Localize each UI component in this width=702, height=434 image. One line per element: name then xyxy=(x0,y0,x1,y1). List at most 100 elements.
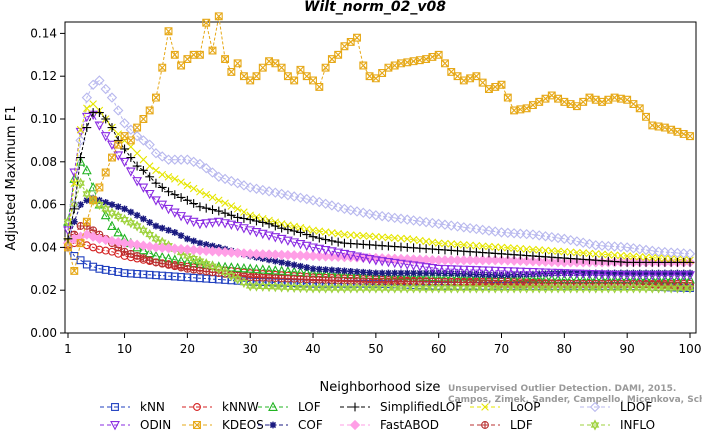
data-point xyxy=(452,221,463,232)
data-point xyxy=(114,140,123,149)
data-point xyxy=(202,18,211,27)
legend-item-ldof: LDOF xyxy=(580,400,652,414)
data-point xyxy=(371,282,381,294)
data-point xyxy=(565,269,576,279)
data-point xyxy=(81,112,92,123)
data-point xyxy=(69,168,80,178)
data-point xyxy=(333,237,343,247)
data-point xyxy=(177,61,186,70)
data-point xyxy=(252,273,261,282)
data-point xyxy=(571,269,582,279)
series-line xyxy=(67,160,690,280)
legend-item-knnw: kNNW xyxy=(182,400,259,414)
data-point xyxy=(410,269,417,277)
data-point xyxy=(534,282,544,294)
data-point xyxy=(125,238,137,250)
chart-title: Wilt_norm_02_v08 xyxy=(304,0,446,15)
data-point xyxy=(75,135,86,146)
data-point xyxy=(598,250,606,259)
data-point xyxy=(604,269,612,277)
data-point xyxy=(177,232,185,240)
data-point xyxy=(446,265,457,275)
legend-item-loop: LoOP xyxy=(470,400,541,414)
data-point xyxy=(397,269,405,277)
data-point xyxy=(629,282,638,294)
data-point xyxy=(433,218,444,230)
data-point xyxy=(95,199,104,211)
data-point xyxy=(680,269,688,277)
data-point xyxy=(515,228,526,239)
data-point xyxy=(271,281,280,293)
data-point xyxy=(371,74,380,83)
x-tick-label: 70 xyxy=(494,342,509,356)
legend-item-inflo: INFLO xyxy=(580,418,655,432)
y-tick-label: 0.10 xyxy=(30,112,57,126)
data-point xyxy=(655,269,662,277)
data-point xyxy=(528,268,538,278)
data-point xyxy=(89,196,98,205)
data-point xyxy=(309,226,317,235)
data-point xyxy=(289,191,300,202)
data-point xyxy=(322,266,329,274)
data-point xyxy=(107,220,117,230)
data-point xyxy=(146,219,154,226)
data-point xyxy=(477,224,488,236)
data-point xyxy=(194,245,206,256)
data-point xyxy=(434,282,443,294)
data-point xyxy=(660,282,670,294)
data-point xyxy=(82,188,92,200)
data-point xyxy=(327,236,337,246)
data-point xyxy=(332,201,344,213)
data-point xyxy=(170,50,179,59)
data-point xyxy=(552,232,564,244)
x-tick-label: 30 xyxy=(243,342,258,356)
data-point xyxy=(69,173,80,183)
data-point xyxy=(516,105,525,114)
data-point xyxy=(566,282,575,294)
data-point xyxy=(571,236,583,247)
data-point xyxy=(635,104,644,113)
data-point xyxy=(315,227,324,235)
data-point xyxy=(132,177,143,187)
data-point xyxy=(95,108,104,117)
data-point xyxy=(640,244,652,256)
data-point xyxy=(460,241,468,249)
data-point xyxy=(416,269,424,277)
data-point xyxy=(245,280,255,292)
data-point xyxy=(339,203,350,215)
data-point xyxy=(226,210,236,220)
data-point xyxy=(183,264,192,273)
data-point xyxy=(126,136,135,145)
data-point xyxy=(471,266,482,276)
data-point xyxy=(190,237,198,245)
data-point xyxy=(100,209,111,220)
data-point xyxy=(503,282,513,294)
data-point xyxy=(232,178,243,189)
data-point xyxy=(296,228,305,237)
data-point xyxy=(270,187,281,198)
data-point xyxy=(352,252,362,262)
data-point xyxy=(358,282,368,294)
data-point xyxy=(170,190,180,200)
data-point xyxy=(189,252,198,265)
data-point xyxy=(491,243,500,251)
data-point xyxy=(195,266,204,275)
data-point xyxy=(383,211,394,223)
data-point xyxy=(383,258,394,268)
data-point xyxy=(497,282,506,294)
data-point xyxy=(107,123,117,132)
legend-marker xyxy=(110,421,120,431)
data-point xyxy=(321,63,330,72)
legend-label: FastABOD xyxy=(380,418,439,432)
data-point xyxy=(578,269,589,280)
data-point xyxy=(89,100,97,108)
data-point xyxy=(175,243,187,255)
data-point xyxy=(301,193,312,205)
data-point xyxy=(251,228,262,238)
data-point xyxy=(403,269,411,277)
data-point xyxy=(395,213,407,224)
data-point xyxy=(497,243,506,252)
legend-label: LDOF xyxy=(620,400,652,414)
x-tick-label: 40 xyxy=(305,342,320,356)
data-point xyxy=(245,215,255,224)
